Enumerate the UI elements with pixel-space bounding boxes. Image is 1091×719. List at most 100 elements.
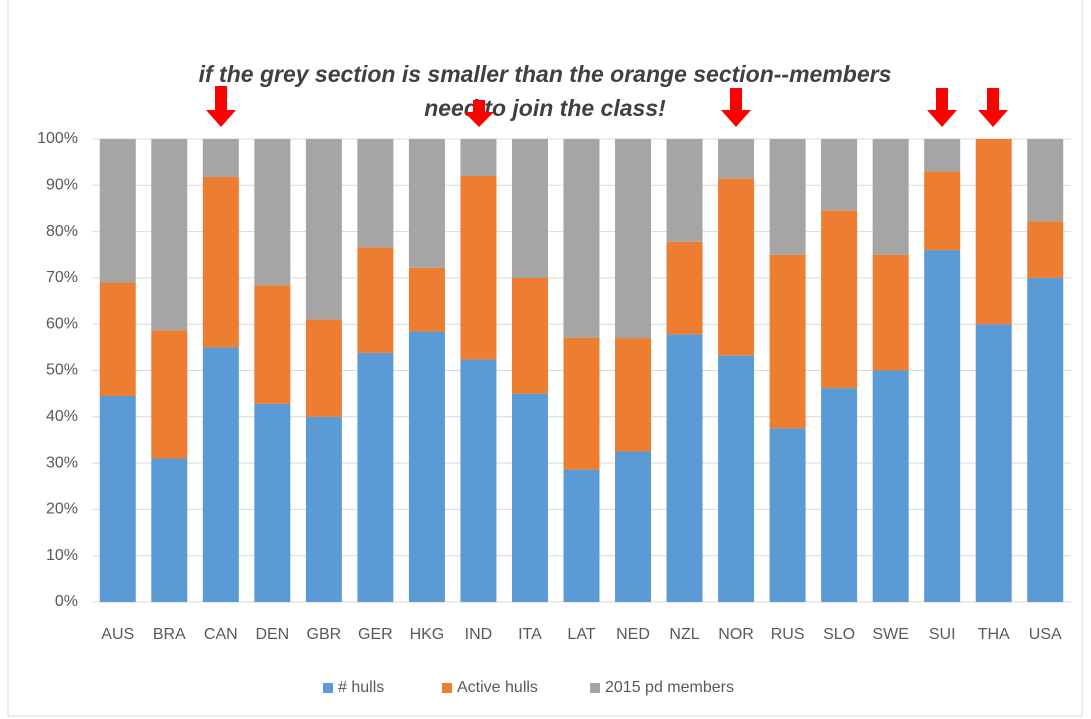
bar-segment — [99, 395, 136, 602]
bar-segment — [99, 139, 136, 283]
y-tick-label: 30% — [46, 454, 78, 471]
x-tick-label: BRA — [153, 626, 186, 643]
x-tick-label: AUS — [101, 626, 134, 643]
bar-segment — [615, 139, 652, 339]
bar-segment — [924, 139, 961, 172]
arrow — [927, 88, 957, 127]
x-tick-label: NZL — [669, 626, 699, 643]
y-tick-label: 20% — [46, 501, 78, 518]
x-tick-label: RUS — [771, 626, 805, 643]
bar-segment — [666, 241, 703, 335]
bar-segment — [202, 139, 239, 177]
bar-segment — [924, 171, 961, 251]
bar-segment — [202, 347, 239, 602]
x-tick-label: NOR — [718, 626, 754, 643]
bar-segment — [511, 277, 548, 394]
legend-swatch — [442, 683, 452, 693]
bar-segment — [615, 451, 652, 602]
bar-segment — [975, 139, 1012, 325]
subtitle: need to join the class! — [424, 95, 666, 121]
x-tick-label: IND — [465, 626, 493, 643]
bar-segment — [1027, 139, 1064, 222]
bar-segment — [408, 139, 445, 268]
bar-segment — [563, 469, 600, 602]
arrow — [464, 100, 494, 127]
y-tick-label: 80% — [46, 223, 78, 240]
x-tick-label: GBR — [307, 626, 342, 643]
bar-segment — [357, 352, 394, 602]
bar-segment — [408, 331, 445, 602]
x-tick-label: LAT — [567, 626, 595, 643]
x-tick-label: HKG — [410, 626, 445, 643]
x-tick-label: THA — [978, 626, 1010, 643]
legend-label: Active hulls — [457, 679, 538, 696]
arrow — [206, 86, 236, 127]
bar-segment — [151, 139, 188, 331]
y-tick-label: 60% — [46, 315, 78, 332]
bar-segment — [254, 139, 291, 286]
x-tick-label: GER — [358, 626, 393, 643]
x-tick-label: SWE — [872, 626, 908, 643]
bar-segment — [357, 139, 394, 248]
x-tick-label: DEN — [255, 626, 289, 643]
bar-segment — [769, 139, 806, 255]
bar-segment — [718, 355, 755, 602]
bar-segment — [305, 139, 342, 320]
bar-segment — [408, 267, 445, 332]
bar-segment — [821, 388, 858, 602]
bar-segment — [563, 337, 600, 470]
bar-segment — [821, 139, 858, 211]
bar-segment — [254, 285, 291, 404]
y-tick-label: 90% — [46, 177, 78, 194]
bar-segment — [924, 250, 961, 602]
legend-label: # hulls — [338, 679, 384, 696]
bar-segment — [511, 393, 548, 602]
bar-segment — [357, 247, 394, 353]
bar-segment — [718, 139, 755, 179]
x-tick-label: CAN — [204, 626, 238, 643]
bar-segment — [254, 403, 291, 602]
legend-swatch — [323, 683, 333, 693]
bar-segment — [769, 428, 806, 602]
bar-segment — [305, 319, 342, 417]
arrow — [978, 88, 1008, 127]
y-tick-label: 0% — [55, 593, 78, 610]
x-tick-label: NED — [616, 626, 650, 643]
bar-segment — [511, 139, 548, 278]
legend-swatch — [590, 683, 600, 693]
bar-segment — [872, 254, 909, 371]
bar-segment — [151, 330, 188, 459]
y-tick-label: 50% — [46, 362, 78, 379]
x-tick-label: USA — [1029, 626, 1062, 643]
bar-segment — [718, 178, 755, 356]
bar-segment — [1027, 221, 1064, 278]
y-tick-label: 70% — [46, 269, 78, 286]
bar-segment — [460, 176, 497, 360]
bar-segment — [975, 324, 1012, 602]
bar-segment — [460, 139, 497, 177]
bar-segment — [460, 359, 497, 602]
bar-segment — [769, 254, 806, 429]
x-tick-label: SUI — [929, 626, 956, 643]
y-tick-label: 100% — [37, 130, 78, 147]
legend-label: 2015 pd members — [605, 679, 734, 696]
bar-segment — [872, 370, 909, 602]
bar-segment — [305, 416, 342, 602]
bar-segment — [666, 139, 703, 242]
bar-segment — [202, 176, 239, 348]
arrow — [721, 88, 751, 127]
bar-segment — [151, 458, 188, 602]
subtitle: if the grey section is smaller than the … — [199, 61, 892, 87]
y-tick-label: 40% — [46, 408, 78, 425]
bar-segment — [563, 139, 600, 338]
bar-segment — [99, 282, 136, 396]
bar-segment — [666, 334, 703, 602]
y-tick-label: 10% — [46, 547, 78, 564]
bar-segment — [1027, 277, 1064, 602]
arrows — [206, 86, 1008, 127]
bar-segment — [821, 210, 858, 389]
bar-segment — [615, 338, 652, 452]
bar-segment — [872, 139, 909, 255]
x-tick-label: ITA — [518, 626, 542, 643]
